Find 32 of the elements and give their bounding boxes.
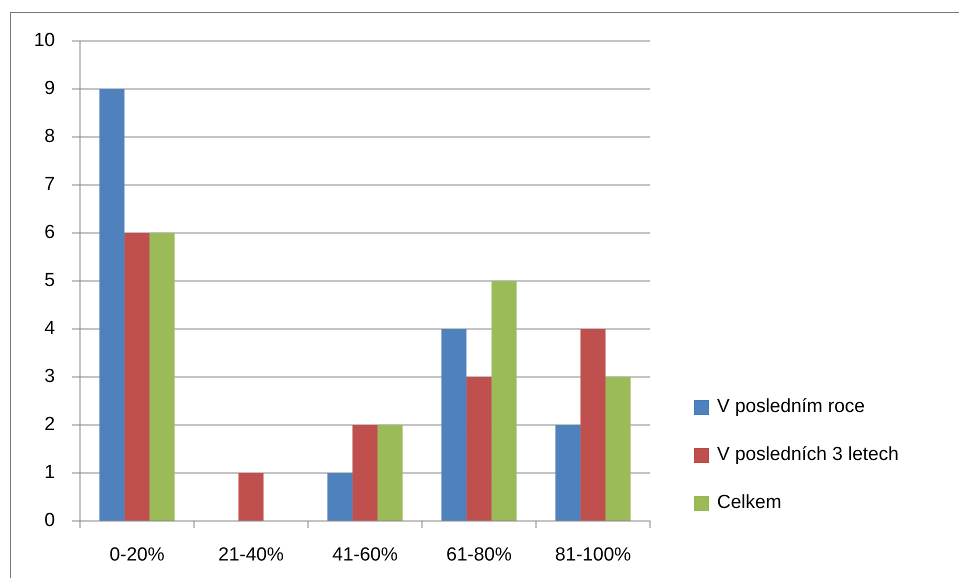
y-tick-label: 4 <box>44 318 56 340</box>
bar <box>580 329 606 520</box>
y-tick-label: 1 <box>44 462 55 484</box>
y-tick-label: 6 <box>44 222 55 244</box>
x-tick-label: 21-40% <box>218 544 284 566</box>
y-tick-label: 3 <box>44 366 55 388</box>
bar <box>352 425 378 520</box>
bar <box>606 377 631 520</box>
bar <box>441 329 466 520</box>
y-tick-label: 8 <box>44 126 55 148</box>
bar <box>238 473 264 520</box>
bar <box>492 281 517 520</box>
y-tick-label: 5 <box>44 270 55 292</box>
legend-label: V posledních 3 letech <box>717 444 899 466</box>
bar <box>327 473 352 520</box>
y-tick-label: 9 <box>44 78 55 100</box>
bar <box>466 377 492 520</box>
bar <box>150 233 175 520</box>
x-tick-label: 0-20% <box>110 544 165 566</box>
x-tick-label: 41-60% <box>332 544 398 566</box>
y-tick-label: 0 <box>44 510 55 532</box>
x-tick-label: 81-100% <box>554 544 632 566</box>
y-tick-label: 2 <box>44 414 55 436</box>
bar <box>555 425 580 520</box>
legend-label: V posledním roce <box>717 396 865 418</box>
legend-label: Celkem <box>717 492 782 514</box>
x-tick-label: 61-80% <box>446 544 512 566</box>
bar <box>378 425 403 520</box>
y-tick-label: 7 <box>44 174 55 196</box>
bar <box>124 233 150 520</box>
y-tick-label: 10 <box>34 30 55 52</box>
bar <box>99 89 124 520</box>
